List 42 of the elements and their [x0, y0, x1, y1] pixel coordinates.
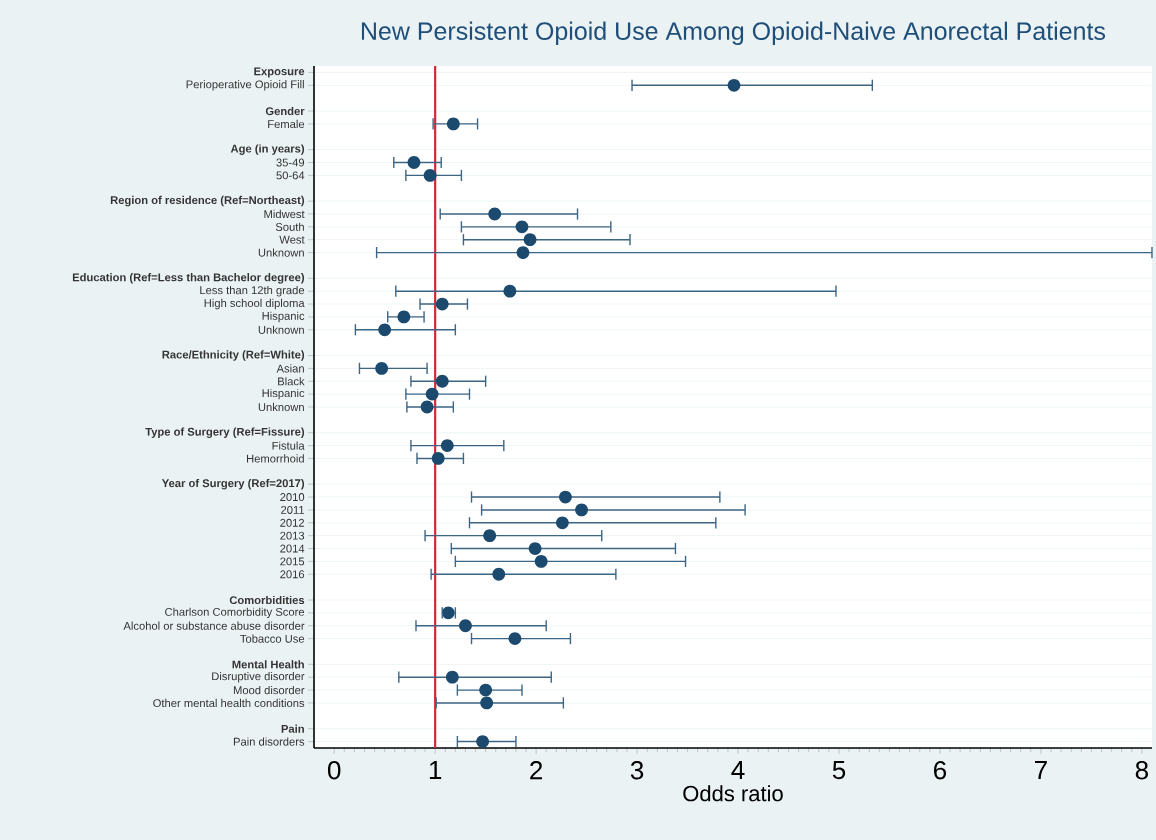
- point: [420, 400, 434, 414]
- point: [503, 284, 517, 298]
- point: [425, 387, 439, 401]
- point: [431, 452, 445, 465]
- point: [523, 233, 537, 247]
- chart-title: New Persistent Opioid Use Among Opioid-Naive Anorectal Patients: [361, 21, 1106, 45]
- point: [479, 683, 493, 697]
- x-tick-label: 7: [1035, 761, 1047, 779]
- x-tick-label: 8: [1135, 761, 1148, 780]
- x-tick-label: 6: [934, 761, 947, 780]
- point: [492, 567, 506, 581]
- x-tick-label: 1: [429, 761, 442, 779]
- x-tick-label: 2: [530, 761, 543, 780]
- point: [528, 542, 542, 555]
- point: [476, 735, 490, 748]
- point: [727, 78, 741, 92]
- point: [559, 490, 572, 504]
- x-tick-label: 0: [327, 761, 341, 780]
- point: [378, 323, 392, 337]
- point: [515, 220, 529, 234]
- x-tick-label: 3: [630, 761, 644, 780]
- point: [516, 246, 530, 259]
- x-tick-label: 4: [731, 761, 745, 779]
- point: [534, 555, 548, 568]
- x-axis-title: Odds ratio: [683, 785, 783, 802]
- point: [446, 117, 460, 131]
- point: [435, 297, 449, 311]
- point: [397, 310, 411, 324]
- point: [555, 516, 569, 530]
- point: [508, 632, 522, 645]
- point: [435, 374, 449, 388]
- point: [488, 207, 502, 221]
- point: [375, 361, 389, 375]
- point: [459, 619, 472, 633]
- point: [440, 439, 454, 452]
- point: [483, 529, 497, 543]
- point: [445, 670, 459, 684]
- point: [407, 156, 421, 169]
- point: [575, 503, 588, 517]
- point: [480, 696, 494, 710]
- point: [423, 168, 437, 182]
- x-tick-label: 5: [832, 761, 846, 780]
